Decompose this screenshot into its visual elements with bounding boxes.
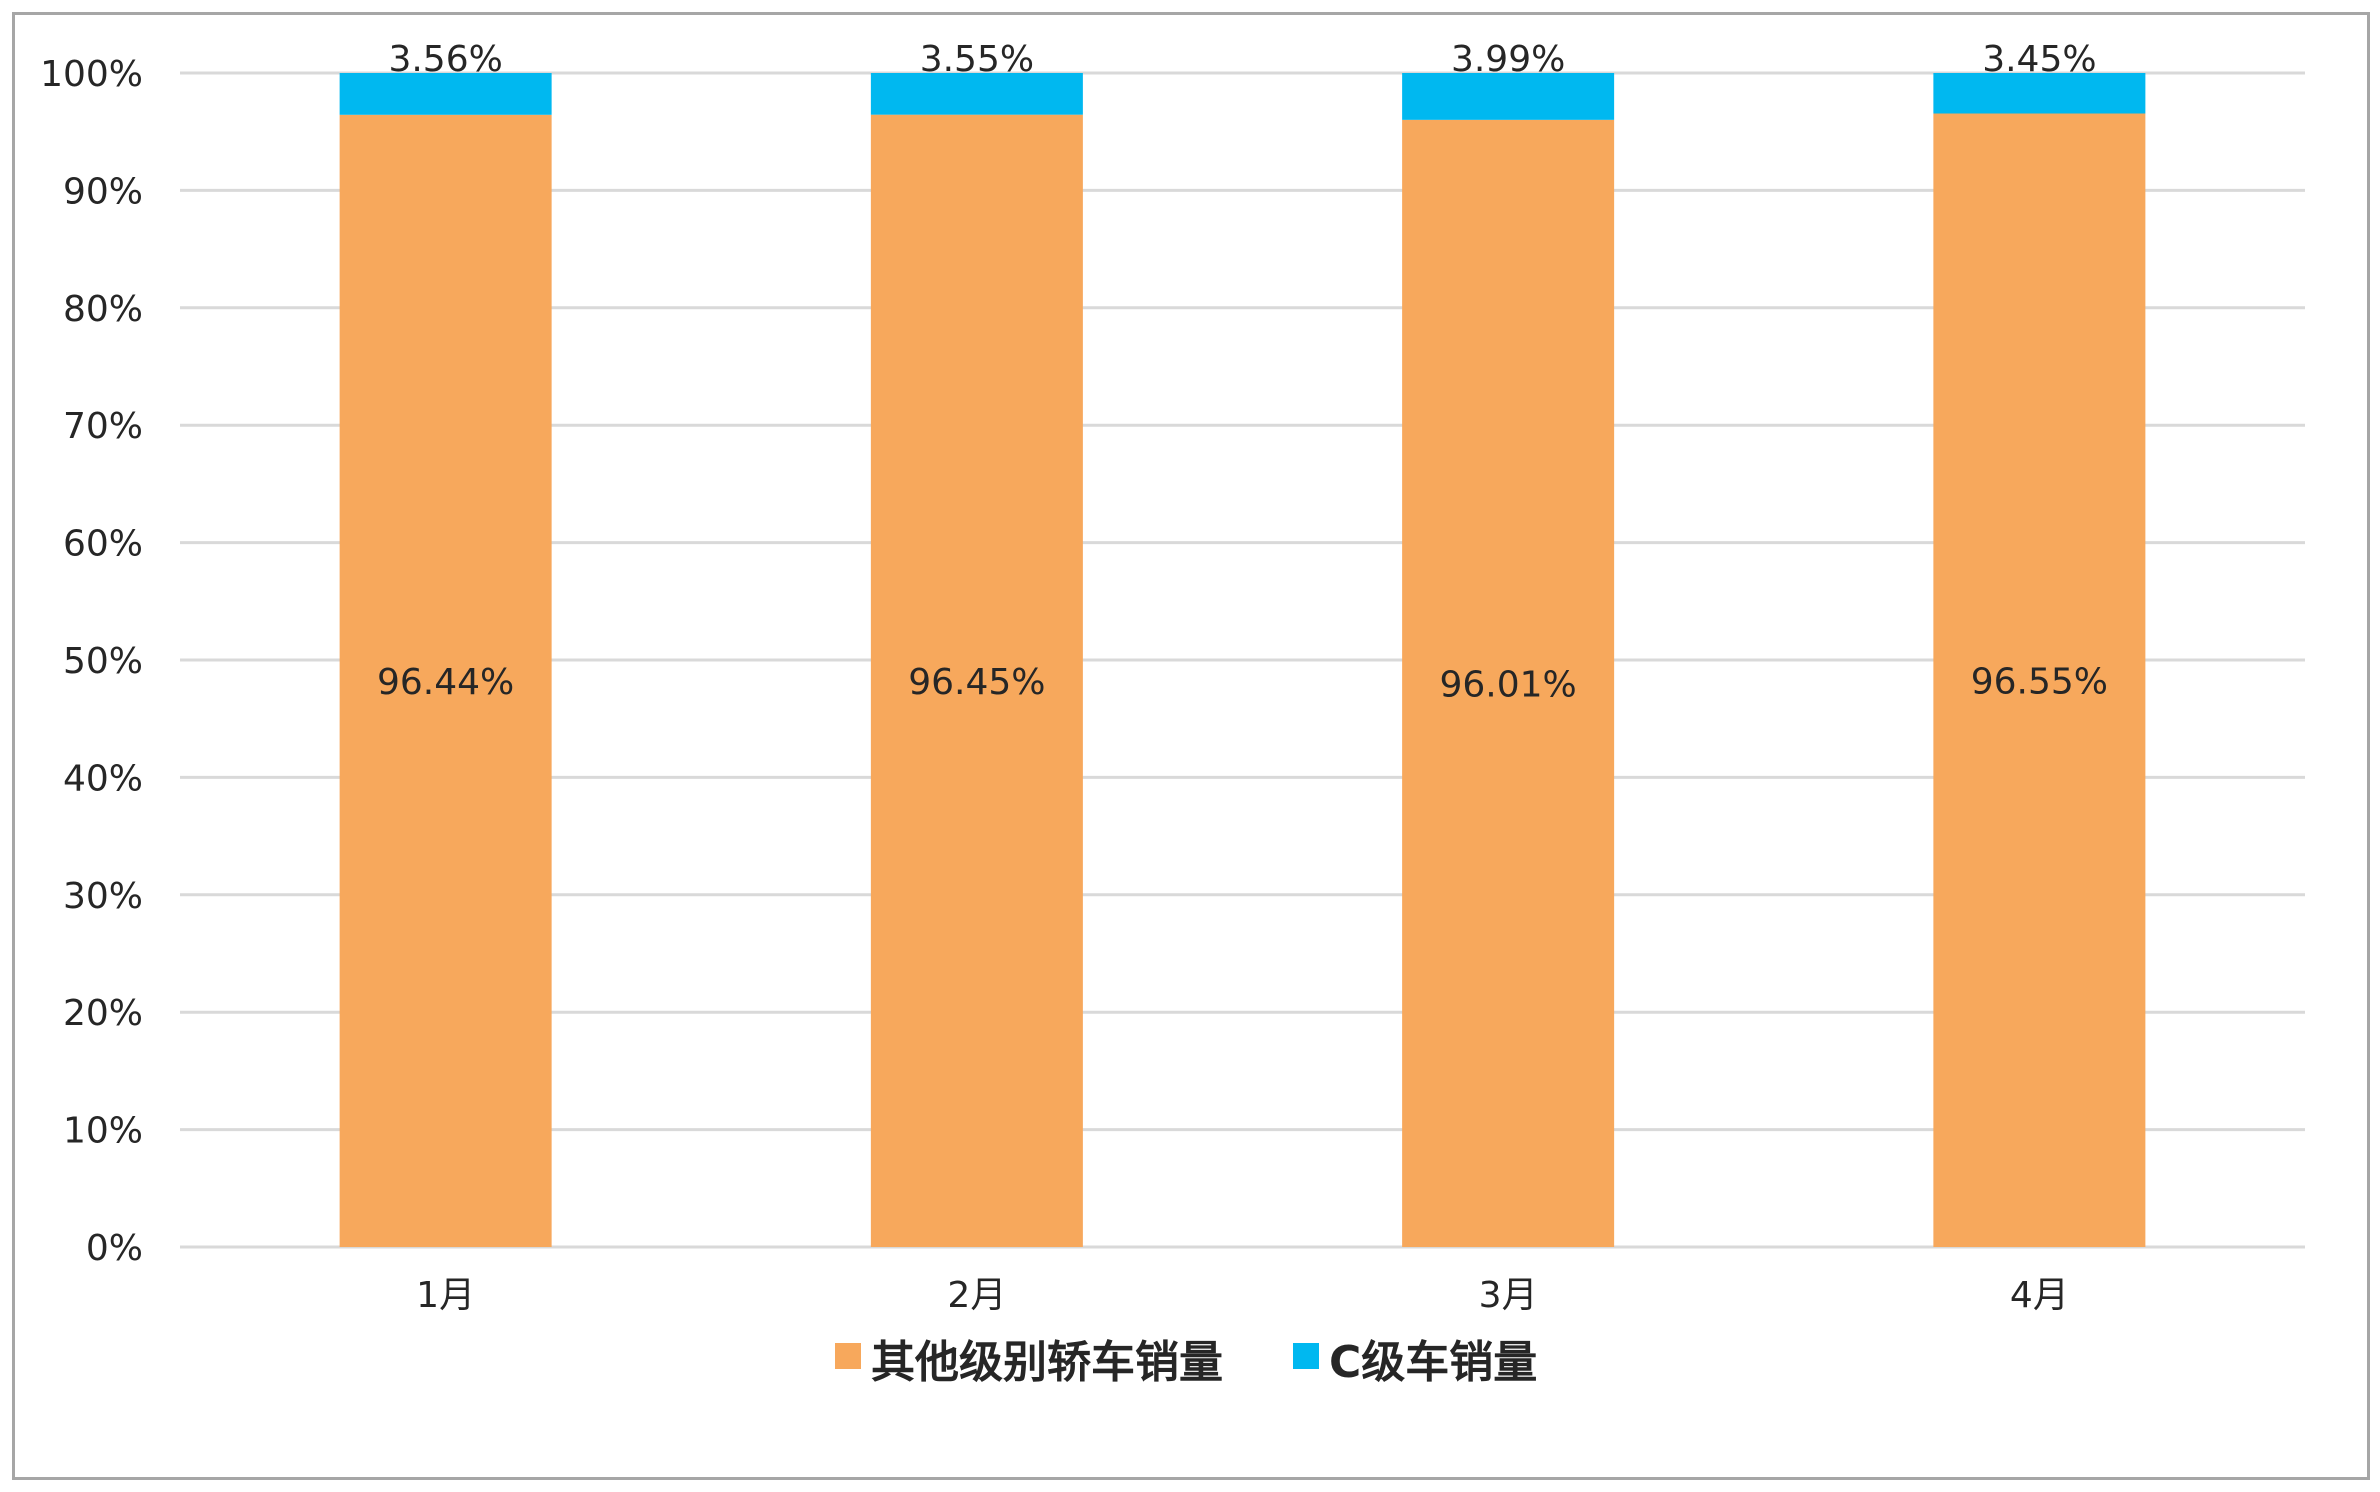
y-tick-label: 50% bbox=[63, 641, 143, 682]
legend: 其他级别轿车销量 C级车销量 bbox=[835, 1337, 1537, 1388]
data-label-c-class: 3.99% bbox=[1451, 39, 1565, 80]
data-label-other: 96.55% bbox=[1971, 661, 2108, 702]
bar-other-segment bbox=[339, 114, 552, 1247]
y-axis-tick-labels: 0% 10% 20% 30% 40% 50% 60% 70% 80% 90% 100% bbox=[40, 54, 143, 1269]
bar-c-class-segment bbox=[1933, 73, 2146, 114]
bars bbox=[339, 73, 2146, 1247]
y-tick-label: 90% bbox=[63, 171, 143, 212]
legend-swatch-c-class bbox=[1293, 1343, 1319, 1369]
bar-c-class-segment bbox=[339, 73, 552, 115]
legend-label-c-class: C级车销量 bbox=[1329, 1337, 1537, 1388]
x-tick-label: 4月 bbox=[2010, 1275, 2069, 1316]
x-tick-label: 1月 bbox=[416, 1275, 475, 1316]
stacked-bar-chart: 0% 10% 20% 30% 40% 50% 60% 70% 80% 90% 100% 96.44%… bbox=[40, 39, 2305, 1388]
y-tick-label: 100% bbox=[40, 54, 143, 95]
legend-label-other: 其他级别轿车销量 bbox=[871, 1337, 1223, 1388]
x-tick-label: 3月 bbox=[1479, 1275, 1538, 1316]
data-label-other: 96.45% bbox=[908, 662, 1045, 703]
bar-c-class-segment bbox=[1402, 73, 1615, 120]
data-label-c-class: 3.56% bbox=[388, 39, 502, 80]
y-tick-label: 30% bbox=[63, 876, 143, 917]
bar-other-segment bbox=[870, 114, 1083, 1247]
y-tick-label: 60% bbox=[63, 524, 143, 565]
y-tick-label: 70% bbox=[63, 406, 143, 447]
chart-frame: 0% 10% 20% 30% 40% 50% 60% 70% 80% 90% 100% 96.44%… bbox=[12, 12, 2370, 1480]
data-label-other: 96.44% bbox=[377, 662, 514, 703]
y-tick-label: 0% bbox=[86, 1228, 143, 1269]
data-labels: 96.44% 3.56% 96.45% 3.55% 96.01% 3.99% 96.55% 3… bbox=[377, 39, 2108, 705]
y-tick-label: 20% bbox=[63, 993, 143, 1034]
legend-swatch-other bbox=[835, 1343, 861, 1369]
bar-other-segment bbox=[1933, 113, 2146, 1247]
x-axis-tick-labels: 1月 2月 3月 4月 bbox=[416, 1275, 2069, 1316]
data-label-c-class: 3.55% bbox=[920, 39, 1034, 80]
data-label-other: 96.01% bbox=[1439, 664, 1576, 705]
x-tick-label: 2月 bbox=[947, 1275, 1006, 1316]
y-tick-label: 10% bbox=[63, 1111, 143, 1152]
data-label-c-class: 3.45% bbox=[1982, 39, 2096, 80]
y-tick-label: 80% bbox=[63, 289, 143, 330]
bar-c-class-segment bbox=[870, 73, 1083, 115]
y-tick-label: 40% bbox=[63, 758, 143, 799]
bar-other-segment bbox=[1402, 119, 1615, 1247]
